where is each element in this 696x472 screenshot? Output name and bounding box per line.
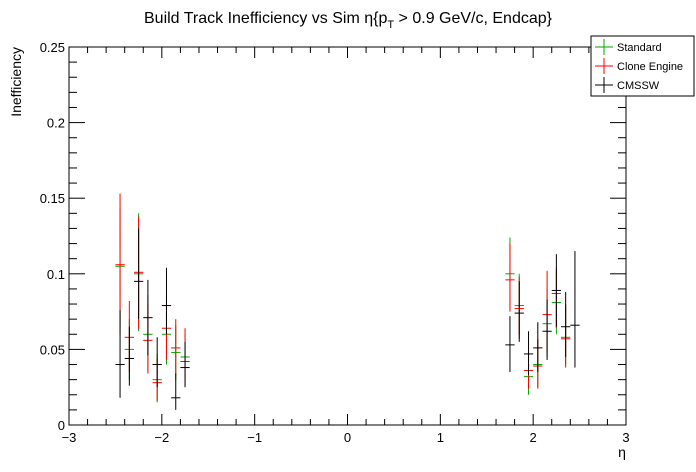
x-tick-label: −3 — [62, 430, 77, 445]
legend-label: Clone Engine — [617, 61, 683, 73]
y-tick-label: 0.2 — [47, 116, 65, 131]
x-axis-label: η — [618, 444, 626, 460]
x-tick-label: 2 — [530, 430, 537, 445]
axis-tick-labels: −3 −2 −1 0 1 2 3 0 0.05 0.1 0.15 0.2 0.25 — [40, 40, 630, 445]
y-axis-label: Inefficiency — [8, 47, 24, 117]
y-tick-label: 0.25 — [40, 40, 65, 55]
y-tick-label: 0 — [58, 418, 65, 433]
legend-label: Standard — [617, 42, 662, 54]
y-tick-label: 0.05 — [40, 342, 65, 357]
chart-title: Build Track Inefficiency vs Sim η{pT > 0… — [144, 10, 553, 31]
y-tick-label: 0.15 — [40, 191, 65, 206]
legend: Standard Clone Engine CMSSW — [590, 35, 695, 97]
series-cmssw — [115, 228, 580, 410]
x-tick-label: 0 — [344, 430, 351, 445]
x-tick-label: 3 — [622, 430, 629, 445]
data-marks — [115, 193, 580, 410]
y-tick-label: 0.1 — [47, 267, 65, 282]
x-tick-label: −2 — [154, 430, 169, 445]
legend-label: CMSSW — [617, 80, 660, 92]
x-tick-label: −1 — [247, 430, 262, 445]
x-tick-label: 1 — [437, 430, 444, 445]
